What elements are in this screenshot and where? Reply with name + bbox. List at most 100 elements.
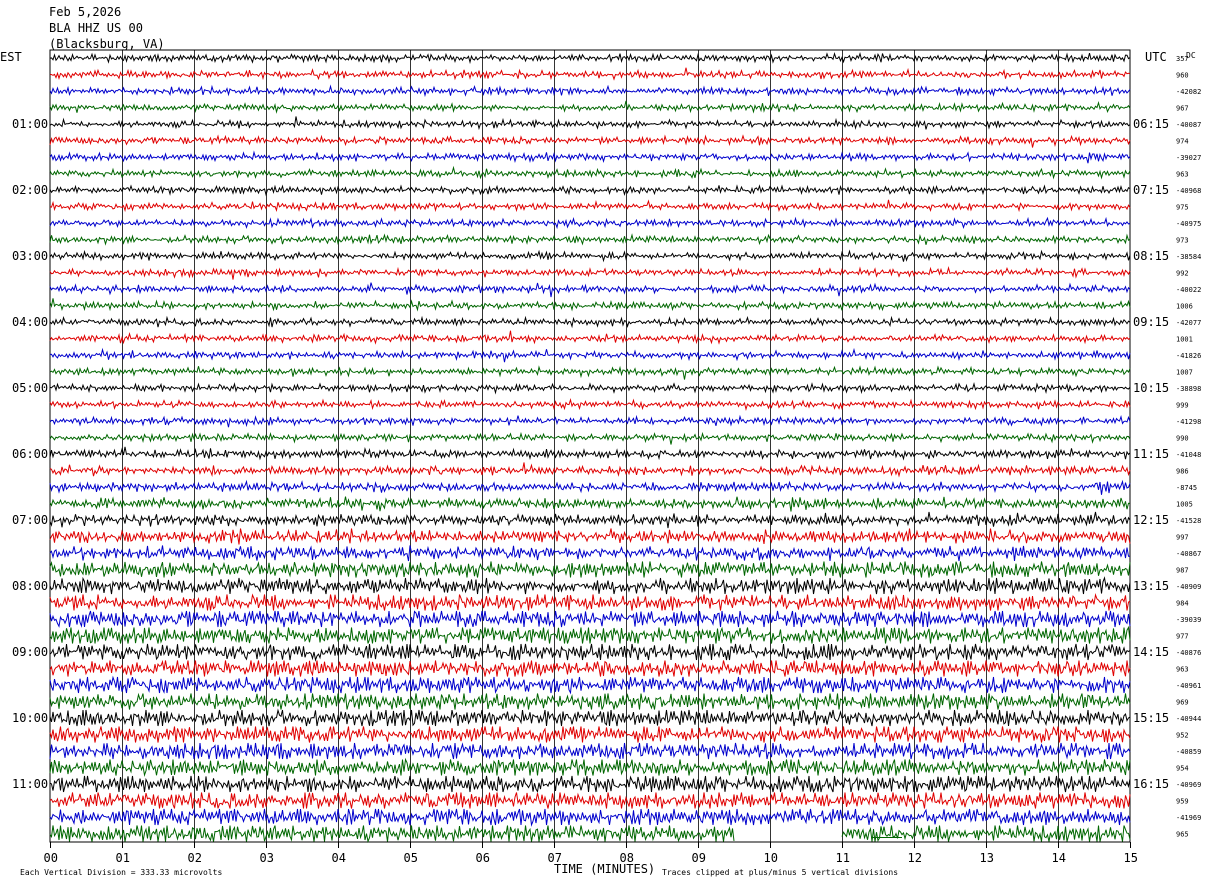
dc-offset-label: -40087 bbox=[1176, 121, 1201, 129]
trace-row bbox=[49, 315, 1131, 329]
footer-right-note: Traces clipped at plus/minus 5 vertical … bbox=[662, 868, 898, 877]
x-tick-label: 11 bbox=[836, 851, 850, 865]
left-time-labels: 01:00 02:00 03:00 04:00 05:00 06:00 07:00 08:00… bbox=[12, 117, 48, 791]
chart-header: Feb 5,2026 BLA HHZ US 00 (Blacksburg, VA… bbox=[49, 4, 165, 52]
x-axis: 00 01 02 03 04 05 06 07 08 09 10 11 12 13 14 15 bbox=[44, 842, 1138, 865]
dc-offset-label: -40975 bbox=[1176, 220, 1201, 228]
left-time-label: 10:00 bbox=[12, 711, 48, 725]
dc-offset-label: 984 bbox=[1176, 600, 1189, 608]
dc-offset-label: -38584 bbox=[1176, 253, 1201, 261]
x-tick-label: 12 bbox=[908, 851, 922, 865]
trace-row bbox=[49, 742, 1131, 760]
dc-offset-label: 1001 bbox=[1176, 336, 1193, 344]
right-zone-label: UTC bbox=[1145, 50, 1167, 64]
dc-offset-label: -41528 bbox=[1176, 517, 1201, 525]
right-time-label: 07:15 bbox=[1133, 183, 1169, 197]
dc-offset-label: 974 bbox=[1176, 138, 1189, 146]
trace-row bbox=[49, 643, 1131, 662]
footer-left-note: Each Vertical Division = 333.33 microvol… bbox=[20, 868, 222, 877]
trace-row bbox=[49, 414, 1131, 428]
dc-offset-label: -42082 bbox=[1176, 88, 1201, 96]
trace-row bbox=[49, 116, 1131, 131]
dc-offset-label: 987 bbox=[1176, 567, 1189, 575]
dc-offset-label: 1006 bbox=[1176, 303, 1193, 311]
trace-row bbox=[49, 610, 1131, 628]
trace-row bbox=[49, 675, 1131, 695]
right-time-label: 13:15 bbox=[1133, 579, 1169, 593]
dc-offset-label: -40867 bbox=[1176, 550, 1201, 558]
left-time-label: 05:00 bbox=[12, 381, 48, 395]
dc-offset-label: -39027 bbox=[1176, 154, 1201, 162]
dc-offset-label: -41048 bbox=[1176, 451, 1201, 459]
trace-row bbox=[49, 545, 1130, 562]
dc-offset-label: 969 bbox=[1176, 699, 1189, 707]
header-date: Feb 5,2026 bbox=[49, 5, 122, 19]
dc-offset-label: -40961 bbox=[1176, 682, 1201, 690]
dc-offset-label: 1005 bbox=[1176, 501, 1193, 509]
dc-offset-label: -39039 bbox=[1176, 616, 1201, 624]
trace-row bbox=[49, 134, 1131, 148]
dc-header-label: DC bbox=[1186, 51, 1196, 60]
trace-row bbox=[49, 576, 1131, 595]
right-time-label: 09:15 bbox=[1133, 315, 1169, 329]
trace-row bbox=[49, 528, 1131, 545]
trace-row bbox=[49, 625, 1131, 644]
trace-row bbox=[49, 431, 1131, 445]
header-station: BLA HHZ US 00 bbox=[49, 21, 143, 35]
x-tick-label: 09 bbox=[692, 851, 706, 865]
dc-offset-label: 357 bbox=[1176, 55, 1189, 63]
right-time-label: 11:15 bbox=[1133, 447, 1169, 461]
right-time-label: 16:15 bbox=[1133, 777, 1169, 791]
dc-offset-label: 992 bbox=[1176, 270, 1189, 278]
x-tick-label: 14 bbox=[1052, 851, 1066, 865]
dc-offset-label: 977 bbox=[1176, 633, 1189, 641]
trace-row bbox=[49, 775, 1131, 794]
left-time-label: 06:00 bbox=[12, 447, 48, 461]
dc-offset-label: -41826 bbox=[1176, 352, 1201, 360]
dc-offset-label: -41298 bbox=[1176, 418, 1201, 426]
trace-row bbox=[49, 659, 1131, 677]
trace-row bbox=[49, 511, 1131, 529]
dc-offset-label: -41969 bbox=[1176, 814, 1201, 822]
right-time-label: 06:15 bbox=[1133, 117, 1169, 131]
trace-row bbox=[49, 282, 1131, 298]
trace-row bbox=[49, 560, 1131, 578]
plot-frame bbox=[49, 49, 1131, 843]
dc-offset-label: -38898 bbox=[1176, 385, 1201, 393]
x-tick-label: 03 bbox=[260, 851, 274, 865]
x-tick-label: 08 bbox=[620, 851, 634, 865]
dc-offset-label: 986 bbox=[1176, 468, 1189, 476]
dc-offset-label: -40909 bbox=[1176, 583, 1201, 591]
x-tick-label: 05 bbox=[404, 851, 418, 865]
right-time-label: 15:15 bbox=[1133, 711, 1169, 725]
trace-row bbox=[49, 165, 1131, 180]
header-location: (Blacksburg, VA) bbox=[49, 37, 165, 51]
dc-offset-label: 1007 bbox=[1176, 369, 1193, 377]
dc-offset-label: -42077 bbox=[1176, 319, 1201, 327]
right-time-label: 14:15 bbox=[1133, 645, 1169, 659]
x-tick-label: 10 bbox=[764, 851, 778, 865]
x-tick-label: 00 bbox=[44, 851, 58, 865]
dc-offset-label: -40968 bbox=[1176, 187, 1201, 195]
trace-row bbox=[49, 249, 1131, 263]
dc-offset-label: 990 bbox=[1176, 435, 1189, 443]
dc-offset-label: 967 bbox=[1176, 105, 1189, 113]
trace-row bbox=[49, 825, 1131, 844]
left-time-label: 11:00 bbox=[12, 777, 48, 791]
left-time-label: 01:00 bbox=[12, 117, 48, 131]
dc-offset-label: 960 bbox=[1176, 72, 1189, 80]
trace-row bbox=[49, 808, 1131, 827]
trace-row bbox=[49, 496, 1131, 512]
trace-row bbox=[49, 462, 1131, 478]
dc-offset-label: -40022 bbox=[1176, 286, 1201, 294]
trace-row bbox=[49, 51, 1131, 65]
trace-row bbox=[49, 265, 1131, 280]
dc-offset-label: -40876 bbox=[1176, 649, 1201, 657]
x-tick-label: 01 bbox=[116, 851, 130, 865]
x-tick-label: 07 bbox=[548, 851, 562, 865]
trace-row bbox=[49, 347, 1131, 363]
dc-offset-label: -40944 bbox=[1176, 715, 1201, 723]
trace-row bbox=[49, 100, 1131, 114]
trace-row bbox=[49, 382, 1131, 395]
x-tick-label: 02 bbox=[188, 851, 202, 865]
